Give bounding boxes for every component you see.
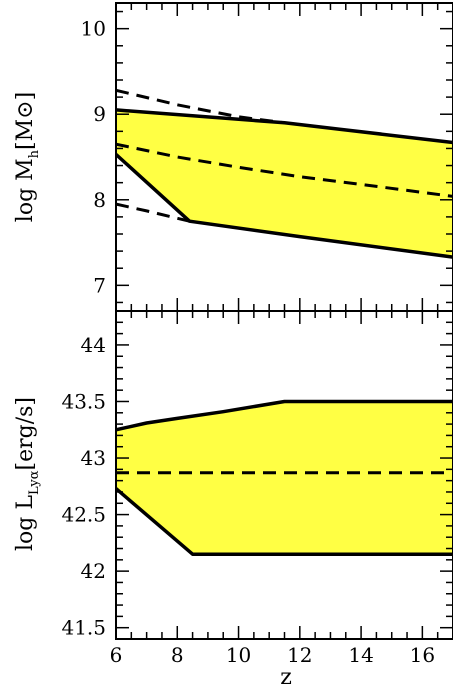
top-lower-boundary: [116, 153, 453, 259]
xtick-label: 10: [226, 643, 251, 667]
top-dashed-line-0: [116, 88, 285, 125]
top-ytick-label: 9: [93, 102, 106, 126]
xtick-label: 14: [348, 643, 373, 667]
bottom-axis-ticks: [115, 310, 453, 640]
bot-region-fill: [116, 401, 453, 555]
xtick-label: 16: [410, 643, 435, 667]
bot-upper-boundary: [116, 399, 453, 432]
top-ytick-label: 10: [81, 17, 106, 41]
bottom-y-tick-labels: 41.5 42 42.5 43 43.5 44: [61, 333, 106, 640]
top-axis-ticks: [115, 3, 453, 311]
x-tick-labels: 6 8 10 12 14 16: [110, 643, 435, 667]
x-axis-label: z: [280, 665, 292, 690]
xtick-label: 6: [110, 643, 123, 667]
bot-lower-boundary: [116, 487, 453, 556]
bottom-panel-frame: [115, 310, 453, 640]
top-ytick-label: 8: [93, 188, 106, 212]
top-region-fill: [116, 109, 453, 258]
xtick-label: 12: [287, 643, 312, 667]
bottom-panel: 41.5 42 42.5 43 43.5 44 6 8 10 12 14 16 log LLyα[e…: [13, 310, 453, 690]
bottom-shaded-region: [116, 401, 453, 555]
bot-ytick-label: 44: [81, 333, 106, 357]
top-dashed-line-2: [116, 202, 190, 223]
top-dashed-line-1: [116, 142, 453, 198]
top-y-tick-labels: 7 8 9 10: [81, 17, 106, 298]
bot-ytick-label: 42: [81, 559, 106, 583]
xtick-label: 8: [171, 643, 184, 667]
bot-ytick-label: 43.5: [61, 389, 106, 413]
bottom-curves: [116, 399, 453, 556]
bot-ytick-label: 43: [81, 446, 106, 470]
bottom-y-axis-label: log LLyα[erg/s]: [13, 397, 42, 551]
top-shaded-region: [116, 109, 453, 258]
bot-ytick-label: 41.5: [61, 616, 106, 640]
top-y-axis-label: log Mh[M⊙]: [13, 92, 42, 222]
top-panel: 7 8 9 10 log Mh[M⊙]: [13, 2, 453, 312]
top-curves: [116, 88, 453, 259]
bot-ytick-label: 42.5: [61, 503, 106, 527]
top-ytick-label: 7: [93, 273, 106, 297]
